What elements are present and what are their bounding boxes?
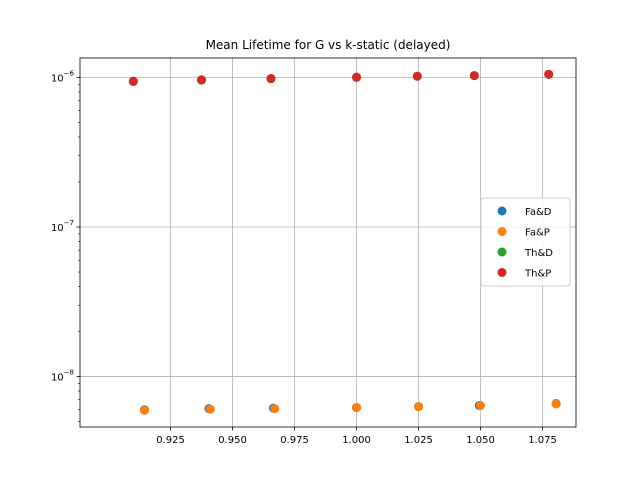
data-point <box>551 399 561 409</box>
x-tick-label: 1.000 <box>342 435 371 446</box>
data-point <box>197 75 207 85</box>
y-tick-base: 10 <box>51 73 64 84</box>
series-2 <box>139 399 561 415</box>
data-points <box>128 69 561 415</box>
legend-label: Th&D <box>524 248 553 259</box>
data-point <box>414 402 424 412</box>
legend-marker <box>497 206 507 216</box>
y-tick-label: 10−8 <box>51 369 74 384</box>
data-point <box>469 71 479 81</box>
y-tick-exponent: −6 <box>64 69 75 77</box>
y-axis: 10−810−710−6 <box>51 69 80 422</box>
data-point <box>352 403 362 413</box>
data-point <box>352 72 362 82</box>
x-tick-label: 1.025 <box>404 435 433 446</box>
y-tick-base: 10 <box>51 373 64 384</box>
data-point <box>412 71 422 81</box>
chart-title: Mean Lifetime for G vs k-static (delayed… <box>206 38 451 52</box>
y-tick-base: 10 <box>51 223 64 234</box>
plot-frame <box>79 57 577 428</box>
series-4 <box>128 69 554 86</box>
x-tick-label: 1.050 <box>466 435 495 446</box>
data-point <box>128 76 138 86</box>
data-point <box>476 401 486 411</box>
y-tick-exponent: −7 <box>64 219 74 227</box>
x-tick-label: 1.075 <box>528 435 557 446</box>
legend-label: Fa&P <box>525 228 550 239</box>
legend: Fa&D Fa&P Th&D Th&P <box>480 197 571 287</box>
legend-marker <box>497 268 507 277</box>
x-tick-label: 0.975 <box>280 435 309 446</box>
y-tick-exponent: −8 <box>64 369 74 377</box>
x-axis: 0.925 0.950 0.975 1.000 1.025 1.050 1.075 <box>156 427 557 446</box>
legend-marker <box>497 247 507 257</box>
data-point <box>270 404 280 414</box>
x-tick-label: 0.950 <box>218 435 247 446</box>
legend-label: Th&P <box>524 269 551 280</box>
data-point <box>544 69 554 79</box>
data-point <box>139 405 149 415</box>
legend-box <box>480 197 571 287</box>
legend-marker <box>497 227 507 236</box>
y-tick-label: 10−7 <box>51 219 74 234</box>
y-tick-label: 10−6 <box>51 69 75 84</box>
data-point <box>205 404 215 414</box>
legend-label: Fa&D <box>525 207 552 218</box>
x-tick-label: 0.925 <box>156 435 185 446</box>
data-point <box>266 73 276 83</box>
